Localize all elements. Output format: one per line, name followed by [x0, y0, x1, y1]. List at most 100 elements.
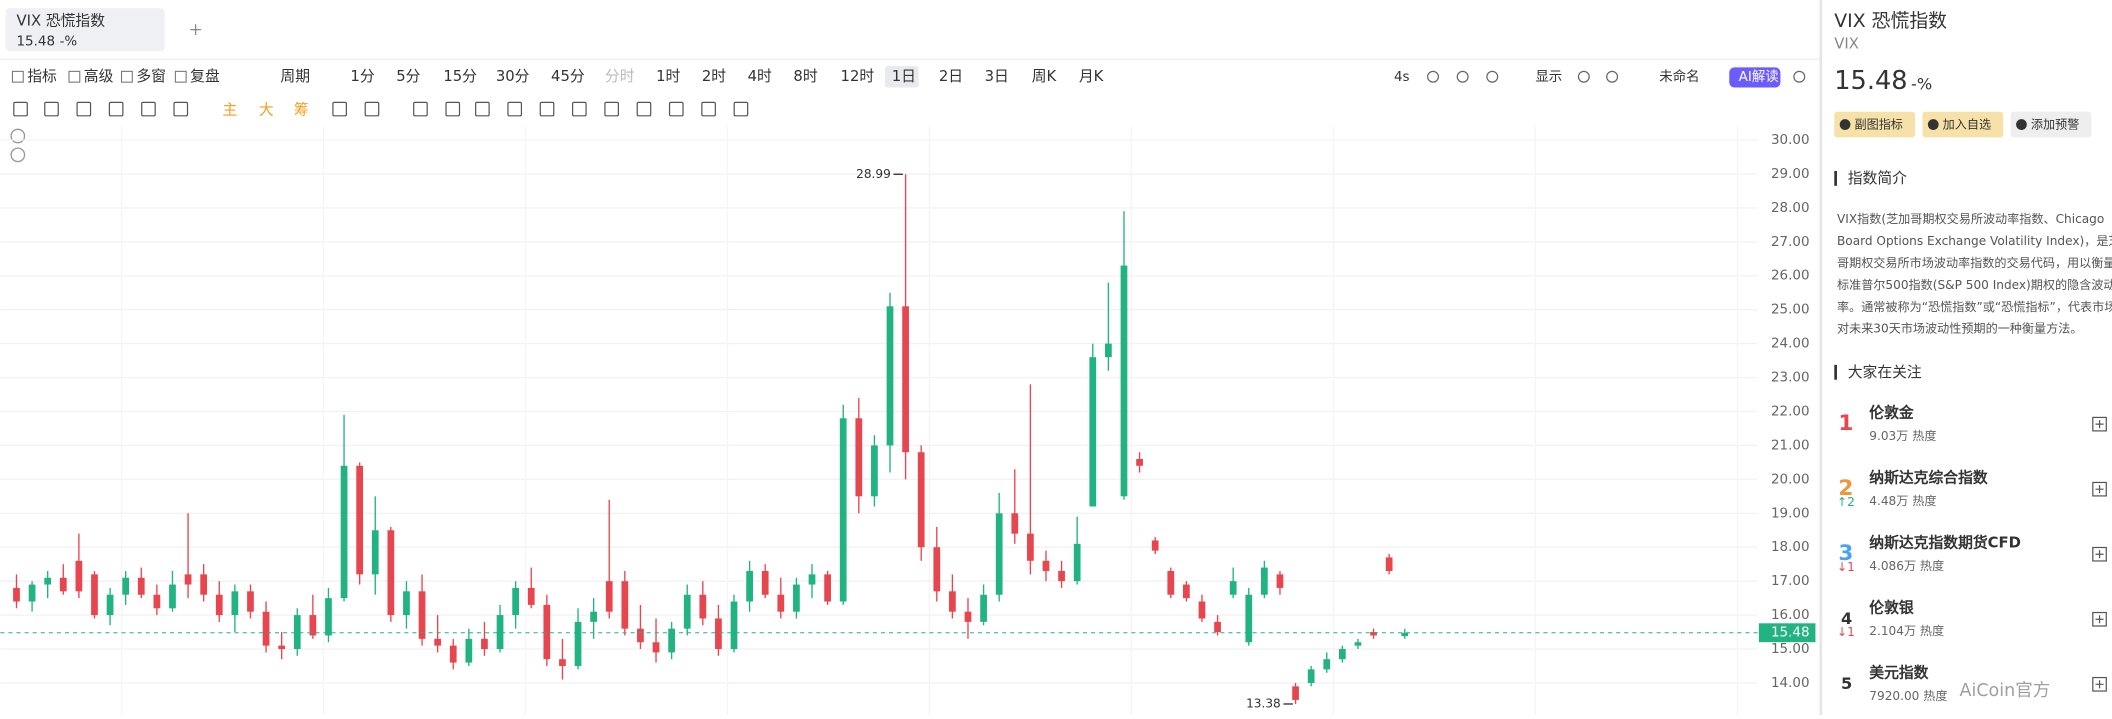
tab[interactable] [5, 8, 165, 52]
toolbar-item[interactable]: 3日 [985, 68, 1009, 85]
draw-tool-icon[interactable] [44, 101, 59, 117]
watch-name[interactable]: 美元指数 [1869, 664, 1928, 682]
tool-icon[interactable] [1606, 70, 1619, 83]
toolbar-item[interactable]: 1日 [892, 68, 916, 85]
draw-tool-icon[interactable] [13, 101, 28, 117]
watch-add-plus [2095, 420, 2104, 429]
candle-body [543, 604, 551, 660]
toolbar-item[interactable]: 多窗 [136, 67, 166, 85]
toolbar-item[interactable]: 月K [1079, 68, 1105, 85]
draw-tool-icon[interactable] [507, 101, 523, 117]
draw-tool-icon[interactable] [413, 101, 428, 117]
toolbar-item[interactable]: 2时 [702, 68, 726, 85]
toolbar-item[interactable]: 1时 [656, 68, 680, 85]
panel-button[interactable] [1834, 111, 1916, 138]
tool-icon[interactable] [1577, 70, 1590, 83]
toolbar-item[interactable]: 5分 [396, 68, 420, 85]
indicator-shortcut[interactable]: 大 [259, 101, 274, 118]
button-label[interactable]: 副图指标 [1854, 117, 1902, 132]
watch-name[interactable]: 伦敦金 [1869, 403, 1914, 421]
draw-tool-icon[interactable] [733, 101, 749, 117]
draw-tool-icon[interactable] [701, 101, 716, 117]
ai-button[interactable] [1729, 67, 1781, 88]
collapse-icon[interactable] [10, 147, 26, 163]
toolbar-item[interactable]: 4时 [748, 68, 772, 85]
toolbar-item[interactable]: 8时 [793, 68, 817, 85]
draw-tool-icon[interactable] [445, 101, 461, 117]
y-tick-label: 17.00 [1771, 574, 1810, 589]
watch-add[interactable] [2092, 611, 2107, 627]
toolbar-right-item[interactable]: 4s [1394, 70, 1410, 85]
indicator-shortcut[interactable]: 主 [223, 101, 238, 118]
tool-icon[interactable] [1456, 70, 1469, 83]
draw-tool-icon[interactable] [571, 101, 587, 117]
y-tick-label: 22.00 [1771, 404, 1810, 419]
draw-tool-icon[interactable] [636, 101, 652, 117]
candle-body [231, 591, 239, 616]
add-tab[interactable] [190, 24, 201, 36]
draw-tool-icon[interactable] [108, 101, 124, 117]
candle-body [777, 594, 785, 612]
candle-body [434, 638, 442, 646]
candle-body [668, 628, 675, 653]
indicator-shortcut[interactable]: 筹 [294, 101, 309, 118]
toolbar-item[interactable]: 12时 [841, 68, 875, 85]
candle-body [44, 577, 52, 585]
y-tick-label: 15.00 [1771, 642, 1810, 657]
watch-add[interactable] [2092, 416, 2107, 432]
collapse-icon[interactable] [10, 128, 26, 144]
tool-icon[interactable] [1486, 70, 1499, 83]
panel-button[interactable] [1922, 111, 2004, 138]
panel-button[interactable] [2010, 111, 2092, 138]
draw-tool-icon[interactable] [604, 101, 619, 117]
draw-tool-icon[interactable] [76, 101, 92, 117]
watch-add[interactable] [2092, 546, 2107, 562]
draw-tool-icon[interactable] [539, 101, 555, 117]
toolbar-item[interactable]: 45分 [551, 68, 585, 85]
toolbar-item[interactable]: 复盘 [190, 67, 220, 85]
toolbar-item[interactable]: 2日 [939, 68, 963, 85]
button-label[interactable]: 添加预警 [2031, 117, 2079, 132]
draw-tool-icon[interactable] [141, 101, 156, 117]
tool-icon[interactable] [1793, 70, 1806, 83]
candle-body [980, 594, 987, 622]
toolbar-item[interactable]: 1分 [350, 68, 374, 85]
candle-body [964, 611, 972, 622]
toolbar-item[interactable]: 分时 [605, 68, 635, 85]
toolbar-right-item[interactable]: 显示 [1535, 70, 1562, 85]
watch-heat: 4.086万 热度 [1869, 558, 1944, 573]
candle-body [59, 577, 67, 592]
watch-add-plus [2095, 485, 2104, 494]
watch-add[interactable] [2092, 676, 2107, 692]
candle-body [902, 306, 909, 453]
candle-body [1136, 458, 1143, 466]
toolbar-right-item[interactable]: 未命名 [1659, 68, 1699, 85]
toolbar-item[interactable]: 周K [1032, 68, 1058, 85]
section-title: 大家在关注 [1848, 364, 1922, 381]
draw-tool-icon[interactable] [668, 101, 684, 117]
last-price-label: 15.48 [1771, 626, 1810, 641]
candle-body [574, 621, 582, 666]
tool-icon[interactable] [1427, 70, 1440, 83]
toolbar-item[interactable]: 15分 [443, 68, 477, 85]
toolbar-item[interactable]: 30分 [496, 68, 530, 85]
y-tick-label: 14.00 [1771, 676, 1810, 691]
button-label[interactable]: 加入自选 [1943, 118, 1991, 132]
watch-name[interactable]: 纳斯达克综合指数 [1869, 468, 1988, 486]
watch-add-plus [2095, 680, 2104, 689]
draw-tool-icon[interactable] [475, 101, 490, 117]
draw-tool-icon[interactable] [332, 101, 347, 117]
toolbar-right-item[interactable]: AI解读 [1739, 69, 1779, 85]
watch-name[interactable]: 伦敦银 [1869, 598, 1914, 616]
draw-tool-icon[interactable] [173, 101, 189, 117]
draw-tool-icon[interactable] [364, 101, 380, 117]
watch-add[interactable] [2092, 481, 2107, 497]
toolbar-item[interactable]: 高级 [84, 68, 114, 85]
intro-text: 率。通常被称为“恐慌指数”或“恐慌指标”，代表市场 [1837, 299, 2112, 314]
candle-body [496, 615, 504, 650]
toolbar-item[interactable]: 周期 [280, 68, 310, 85]
watch-name[interactable]: 纳斯达克指数期货CFD [1869, 533, 2021, 551]
toolbar-item[interactable]: 指标 [27, 68, 57, 85]
tab-name: VIX 恐慌指数 [16, 13, 105, 30]
